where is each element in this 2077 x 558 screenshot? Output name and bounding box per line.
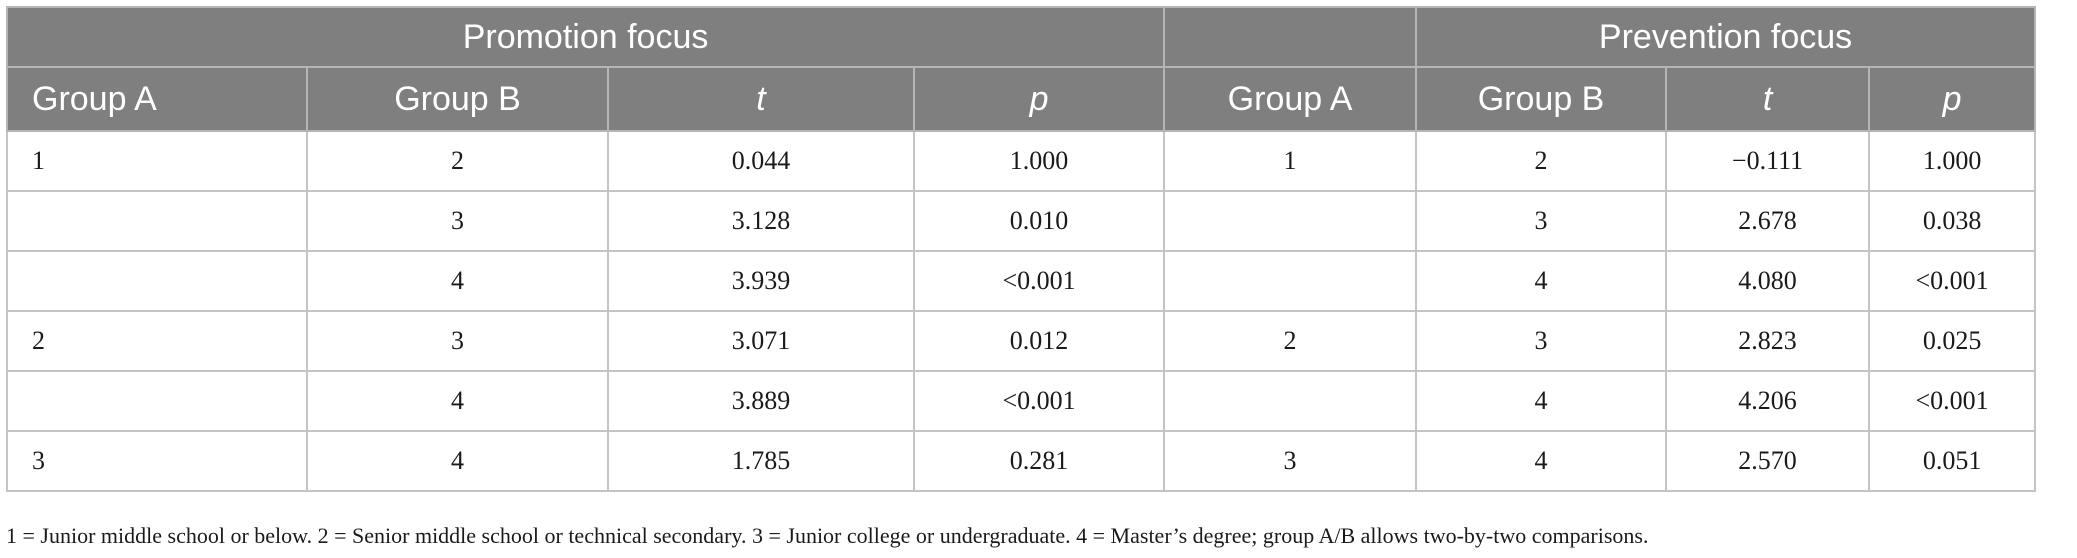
table-row: 2 3 3.071 0.012 2 3 2.823 0.025 xyxy=(6,310,2037,372)
table-cell: <0.001 xyxy=(912,370,1166,432)
table-cell: 3 xyxy=(6,430,308,492)
table-cell: 4.206 xyxy=(1665,370,1871,432)
table-cell: 1.000 xyxy=(1868,130,2037,192)
table-cell: 3.889 xyxy=(607,370,915,432)
table-cell: 3.939 xyxy=(607,250,915,312)
table-row: 4 3.889 <0.001 4 4.206 <0.001 xyxy=(6,370,2037,432)
table-row: 4 3.939 <0.001 4 4.080 <0.001 xyxy=(6,250,2037,312)
table-cell: 2 xyxy=(6,310,308,372)
table-cell: 1.000 xyxy=(912,130,1166,192)
table-row: 1 2 0.044 1.000 1 2 −0.111 1.000 xyxy=(6,130,2037,192)
table-footnote: 1 = Junior middle school or below. 2 = S… xyxy=(6,523,1649,548)
table-cell: 0.051 xyxy=(1868,430,2037,492)
promotion-focus-header: Promotion focus xyxy=(5,6,1166,68)
table-cell: −0.111 xyxy=(1665,130,1871,192)
table-cell: 2 xyxy=(306,130,609,192)
table-cell: 3 xyxy=(306,310,609,372)
column-header: t xyxy=(607,66,915,132)
table-row: 3 3.128 0.010 3 2.678 0.038 xyxy=(6,190,2037,252)
table-cell: 0.012 xyxy=(912,310,1166,372)
table-cell: <0.001 xyxy=(1868,370,2037,432)
column-header: Group B xyxy=(306,66,609,132)
table-cell: 4 xyxy=(1415,250,1668,312)
table-cell: 0.281 xyxy=(912,430,1166,492)
table-cell: 0.038 xyxy=(1868,190,2037,252)
table-cell: 3.128 xyxy=(607,190,915,252)
table-cell: <0.001 xyxy=(1868,250,2037,312)
prevention-focus-header: Prevention focus xyxy=(1415,6,2037,68)
table-cell: 4 xyxy=(1415,370,1668,432)
table-cell: 3 xyxy=(306,190,609,252)
table-cell: 0.010 xyxy=(912,190,1166,252)
table-cell: 4 xyxy=(1415,430,1668,492)
results-table-container: Promotion focus Prevention focus Group A… xyxy=(5,6,2037,492)
table-cell: 1.785 xyxy=(607,430,915,492)
table-cell: 2.570 xyxy=(1665,430,1871,492)
table-cell: 3 xyxy=(1415,310,1668,372)
table-cell: 4.080 xyxy=(1665,250,1871,312)
group-header-row: Promotion focus Prevention focus xyxy=(5,6,2037,68)
table-cell xyxy=(6,250,308,312)
column-header-row: Group A Group B t p Group A Group B t p xyxy=(6,66,2037,132)
table-cell: 4 xyxy=(306,250,609,312)
table-cell xyxy=(1163,190,1418,252)
table-cell: 4 xyxy=(306,370,609,432)
table-cell: 0.044 xyxy=(607,130,915,192)
table-cell: 1 xyxy=(1163,130,1418,192)
table-cell: 2.823 xyxy=(1665,310,1871,372)
table-cell xyxy=(6,370,308,432)
table-cell xyxy=(1163,250,1418,312)
table-row: 3 4 1.785 0.281 3 4 2.570 0.051 xyxy=(6,430,2037,492)
column-header: Group B xyxy=(1415,66,1668,132)
table-cell: 0.025 xyxy=(1868,310,2037,372)
column-header: p xyxy=(912,66,1166,132)
table-cell: 4 xyxy=(306,430,609,492)
column-header: Group A xyxy=(6,66,308,132)
table-cell: 1 xyxy=(6,130,308,192)
table-cell: 2 xyxy=(1163,310,1418,372)
column-header: t xyxy=(1665,66,1871,132)
table-cell: 3 xyxy=(1415,190,1668,252)
table-cell xyxy=(1163,370,1418,432)
column-header: p xyxy=(1868,66,2037,132)
spacer-header xyxy=(1163,6,1418,68)
table-cell: 2.678 xyxy=(1665,190,1871,252)
comparison-table: Promotion focus Prevention focus Group A… xyxy=(5,6,2037,492)
table-cell: 2 xyxy=(1415,130,1668,192)
table-cell: 3 xyxy=(1163,430,1418,492)
table-cell xyxy=(6,190,308,252)
table-cell: 3.071 xyxy=(607,310,915,372)
column-header: Group A xyxy=(1163,66,1418,132)
table-cell: <0.001 xyxy=(912,250,1166,312)
